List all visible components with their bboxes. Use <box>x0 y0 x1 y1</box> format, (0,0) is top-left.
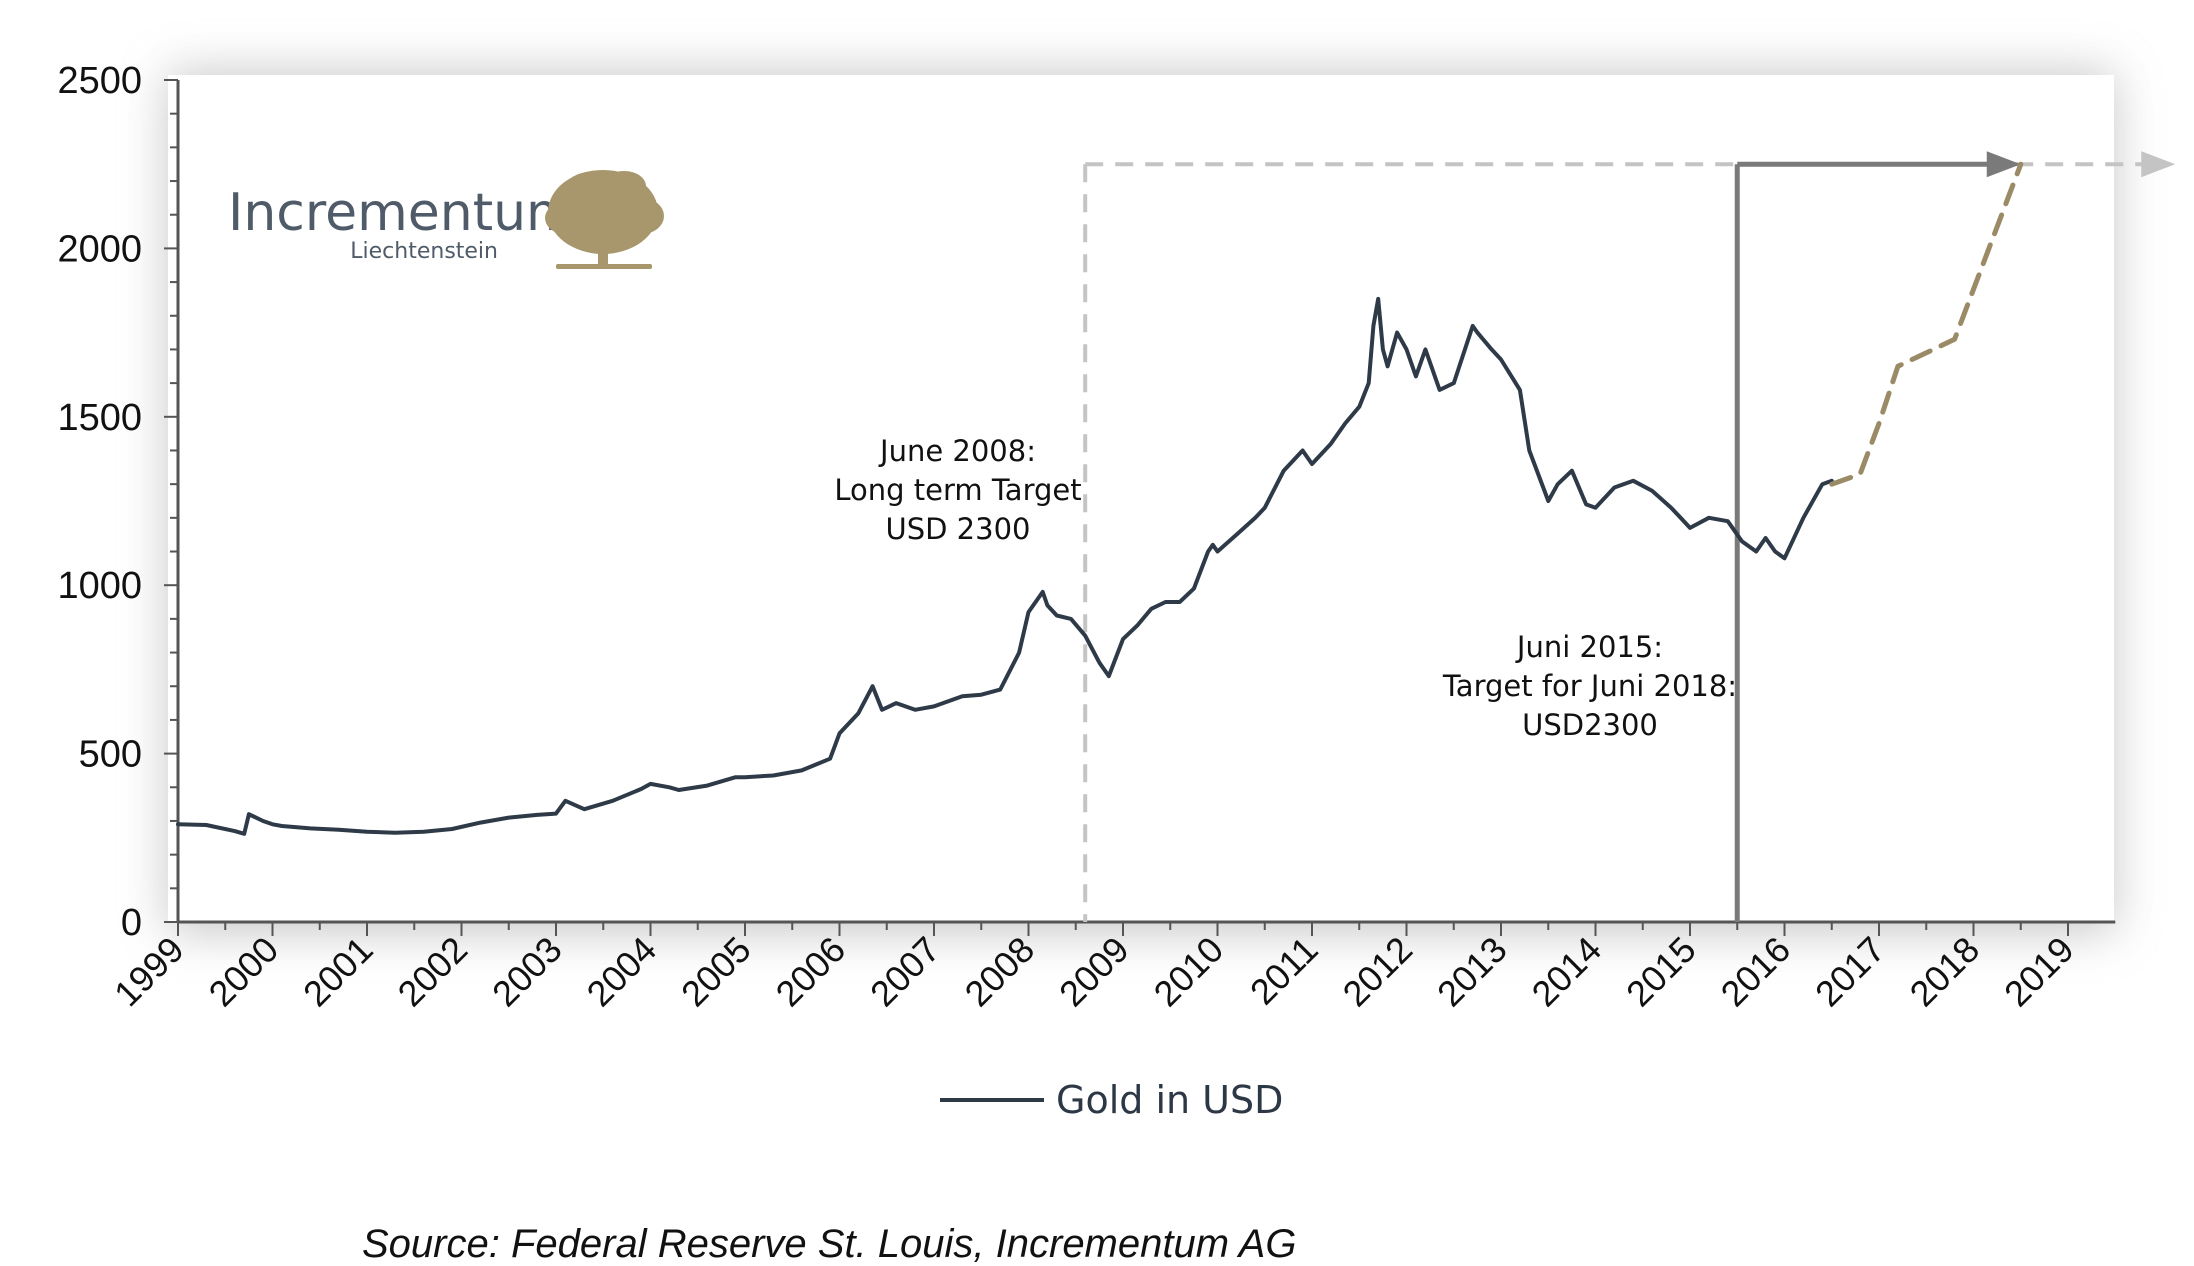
series-layer <box>176 161 2024 836</box>
x-tick-label: 2008 <box>957 929 1043 1015</box>
x-tick-label: 2013 <box>1429 929 1515 1015</box>
y-tick-label: 2500 <box>57 60 142 102</box>
x-tick-label: 2011 <box>1242 929 1326 1013</box>
tree-icon <box>545 170 664 269</box>
y-tick-label: 1500 <box>57 397 142 439</box>
y-tick-label: 2000 <box>57 228 142 270</box>
legend: Gold in USD <box>940 1078 1283 1122</box>
x-tick-label: 2018 <box>1902 929 1988 1015</box>
reference-arrowhead <box>2141 151 2176 178</box>
x-tick-label: 2010 <box>1146 929 1232 1015</box>
x-tick-label: 2019 <box>1996 929 2082 1015</box>
y-tick-label: 500 <box>79 734 142 776</box>
plot-panel <box>168 75 2114 923</box>
x-tick-label: 1999 <box>106 929 192 1015</box>
y-tick-label: 0 <box>121 902 142 944</box>
x-tick-label: 2016 <box>1713 929 1799 1015</box>
x-tick-label: 2002 <box>390 929 476 1015</box>
x-tick-label: 2015 <box>1618 929 1704 1015</box>
annotation-2015-line-1: Juni 2015: <box>1515 630 1663 664</box>
annotation-2008-line-2: Long term Target <box>834 473 1081 507</box>
reference-lines <box>1083 151 2176 922</box>
x-tick-label: 2006 <box>768 929 854 1015</box>
annotation-2008: June 2008: Long term Target USD 2300 <box>834 434 1081 546</box>
logo-title: Incrementum <box>228 183 577 243</box>
x-tick-label: 2012 <box>1335 929 1421 1015</box>
x-tick-label: 2017 <box>1807 929 1893 1015</box>
x-tick-label: 2009 <box>1051 929 1137 1015</box>
reference-arrowhead <box>1986 151 2021 178</box>
x-tick-label: 2003 <box>484 929 570 1015</box>
annotation-2015-line-3: USD2300 <box>1522 708 1658 742</box>
incrementum-logo: Incrementum Liechtenstein <box>228 170 664 269</box>
x-tick-label: 2000 <box>201 929 287 1015</box>
x-tick-label: 2007 <box>862 929 948 1015</box>
x-tick-label: 2004 <box>579 929 665 1015</box>
x-tick-label: 2005 <box>673 929 759 1015</box>
forecast-line <box>1829 161 2024 487</box>
y-tick-label: 1000 <box>57 565 142 607</box>
x-tick-label: 2001 <box>295 929 381 1015</box>
annotation-2008-line-3: USD 2300 <box>886 512 1031 546</box>
source-note: Source: Federal Reserve St. Louis, Incre… <box>362 1222 1296 1266</box>
annotation-2008-line-1: June 2008: <box>878 434 1036 468</box>
annotation-2015: Juni 2015: Target for Juni 2018: USD2300 <box>1442 630 1737 742</box>
logo-subtitle: Liechtenstein <box>350 239 498 264</box>
y-axis: 0 500 1000 1500 2000 2500 <box>57 60 180 944</box>
x-axis: 1999 2000 2001 2002 2003 2004 2005 2006 2007 2008… <box>106 920 2116 1015</box>
annotation-2015-line-2: Target for Juni 2018: <box>1442 669 1737 703</box>
legend-label: Gold in USD <box>1056 1078 1283 1122</box>
x-tick-label: 2014 <box>1524 929 1610 1015</box>
gold-price-line <box>176 296 1834 836</box>
